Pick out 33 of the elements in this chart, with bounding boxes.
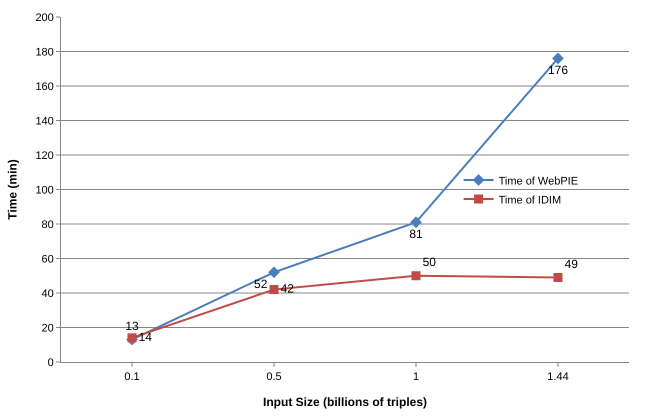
data-label: 50 [422,255,436,270]
point [410,216,422,228]
x-axis-title: Input Size (billions of triples) [263,395,427,410]
point [412,271,420,280]
y-axis-title: Time (min) [6,159,20,220]
y-tick-label: 80 [42,218,54,231]
legend-label: Time of IDIM [498,194,562,206]
point [268,266,280,278]
data-label: 14 [138,330,152,344]
legend-label: Time of WebPIE [498,175,578,188]
data-label: 13 [125,318,139,333]
point [554,272,562,282]
x-tick-label: 1.44 [547,371,569,384]
data-label: 52 [254,276,268,291]
y-tick-label: 40 [42,288,54,300]
y-tick-label: 200 [35,12,54,24]
point [270,285,278,294]
data-label: 176 [548,63,568,78]
x-tick-label: 0.1 [124,371,140,384]
point [552,52,564,64]
point [128,333,136,342]
data-label: 49 [564,256,578,271]
y-tick-label: 60 [42,253,54,266]
y-tick-label: 160 [35,80,54,93]
x-tick-label: 1 [412,371,420,384]
y-tick-label: 100 [35,184,54,196]
y-tick-label: 20 [42,322,54,334]
y-tick-label: 120 [35,150,54,162]
x-tick-label: 0.5 [266,371,282,384]
y-tick-label: 0 [48,356,54,369]
y-tick-label: 140 [35,115,54,128]
data-label: 81 [409,226,423,241]
y-tick-label: 180 [35,46,54,58]
